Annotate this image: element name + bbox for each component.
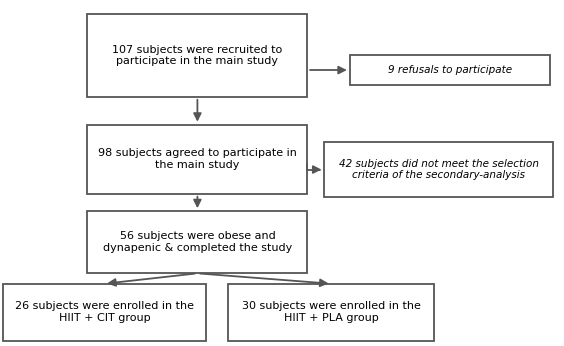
Text: 56 subjects were obese and
dynapenic & completed the study: 56 subjects were obese and dynapenic & c… [103, 231, 292, 253]
FancyBboxPatch shape [87, 14, 307, 97]
Text: 42 subjects did not meet the selection
criteria of the secondary-analysis: 42 subjects did not meet the selection c… [338, 159, 539, 180]
Text: 26 subjects were enrolled in the
HIIT + CIT group: 26 subjects were enrolled in the HIIT + … [15, 301, 194, 323]
Text: 30 subjects were enrolled in the
HIIT + PLA group: 30 subjects were enrolled in the HIIT + … [242, 301, 421, 323]
FancyBboxPatch shape [3, 284, 206, 341]
FancyBboxPatch shape [228, 284, 434, 341]
FancyBboxPatch shape [350, 55, 550, 85]
Text: 9 refusals to participate: 9 refusals to participate [387, 65, 512, 75]
FancyBboxPatch shape [324, 142, 553, 197]
FancyBboxPatch shape [87, 125, 307, 194]
Text: 107 subjects were recruited to
participate in the main study: 107 subjects were recruited to participa… [112, 45, 283, 66]
Text: 98 subjects agreed to participate in
the main study: 98 subjects agreed to participate in the… [98, 148, 297, 170]
FancyBboxPatch shape [87, 211, 307, 273]
